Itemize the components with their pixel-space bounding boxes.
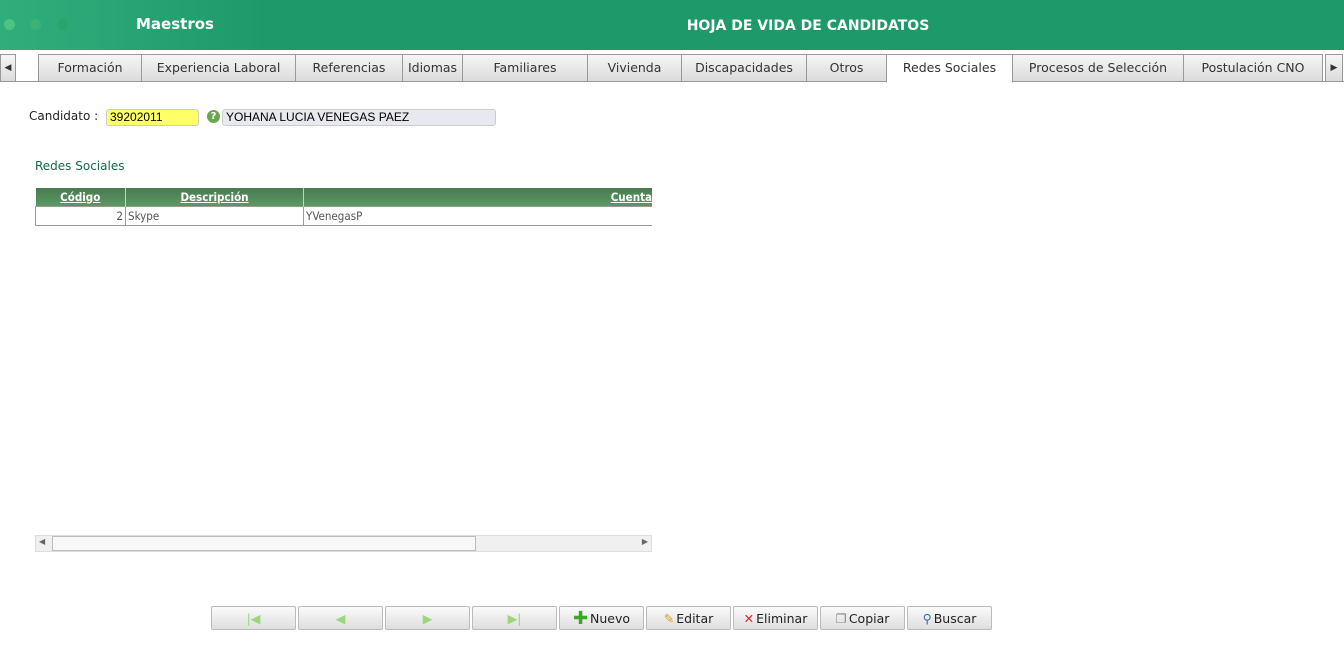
- arrow-left-icon: ◀: [335, 610, 346, 626]
- help-icon[interactable]: ?: [207, 110, 220, 123]
- tab-discapacidades[interactable]: Discapacidades: [681, 54, 807, 82]
- social-networks-table: Código Descripción Cuenta 2 Skype YVeneg…: [35, 188, 652, 226]
- tab-formacion[interactable]: Formación: [38, 54, 142, 82]
- candidate-label: Candidato :: [29, 109, 99, 123]
- tab-scroll-right-icon[interactable]: ▶: [1325, 54, 1343, 82]
- buscar-label: Buscar: [933, 610, 977, 626]
- tab-vivienda[interactable]: Vivienda: [587, 54, 682, 82]
- copiar-button[interactable]: ❐ Copiar: [820, 606, 905, 630]
- last-record-button[interactable]: ▶|: [472, 606, 557, 630]
- tab-referencias[interactable]: Referencias: [295, 54, 403, 82]
- last-icon: ▶|: [507, 610, 522, 626]
- tab-bar: ◀ Formación Experiencia Laboral Referenc…: [0, 54, 1344, 83]
- candidate-id-input[interactable]: 39202011: [106, 109, 199, 126]
- col-descripcion[interactable]: Descripción: [125, 188, 304, 206]
- next-record-button[interactable]: ▶: [385, 606, 470, 630]
- tab-scroll-left-icon[interactable]: ◀: [0, 54, 16, 82]
- buscar-button[interactable]: ⚲ Buscar: [907, 606, 992, 630]
- horizontal-scrollbar[interactable]: ◀ ▶: [35, 535, 652, 552]
- editar-button[interactable]: ✎ Editar: [646, 606, 731, 630]
- cell-cuenta: YVenegasP: [303, 205, 652, 226]
- tab-postulacion-cno[interactable]: Postulación CNO: [1183, 54, 1323, 82]
- tab-redes-sociales[interactable]: Redes Sociales: [886, 54, 1013, 83]
- window-dot: [4, 19, 15, 30]
- window-dot: [30, 19, 41, 30]
- tab-otros[interactable]: Otros: [806, 54, 887, 82]
- editar-label: Editar: [676, 610, 714, 626]
- copy-icon: ❐: [835, 610, 847, 626]
- page-title: HOJA DE VIDA DE CANDIDATOS: [686, 18, 930, 34]
- col-codigo[interactable]: Código: [35, 188, 126, 206]
- copiar-label: Copiar: [848, 610, 890, 626]
- tab-procesos-seleccion[interactable]: Procesos de Selección: [1012, 54, 1184, 82]
- header: Maestros HOJA DE VIDA DE CANDIDATOS: [0, 0, 1344, 50]
- arrow-right-icon: ▶: [422, 610, 433, 626]
- previous-record-button[interactable]: ◀: [298, 606, 383, 630]
- scrollbar-thumb[interactable]: [52, 536, 476, 551]
- col-cuenta[interactable]: Cuenta: [303, 188, 652, 206]
- section-title: Redes Sociales: [35, 159, 125, 173]
- nuevo-button[interactable]: ✚ Nuevo: [559, 606, 644, 630]
- table-row[interactable]: 2 Skype YVenegasP: [35, 205, 652, 226]
- search-icon: ⚲: [922, 610, 932, 626]
- scroll-left-icon[interactable]: ◀: [39, 537, 46, 546]
- cell-descripcion: Skype: [125, 205, 304, 226]
- tab-idiomas[interactable]: Idiomas: [402, 54, 463, 82]
- nuevo-label: Nuevo: [590, 610, 631, 626]
- scroll-right-icon[interactable]: ▶: [641, 537, 648, 546]
- tab-familiares[interactable]: Familiares: [462, 54, 588, 82]
- delete-x-icon: ✕: [743, 610, 755, 626]
- plus-icon: ✚: [572, 607, 589, 629]
- window-dot: [57, 19, 68, 30]
- eliminar-label: Eliminar: [756, 610, 808, 626]
- table-header: Código Descripción Cuenta: [35, 188, 652, 206]
- cell-codigo: 2: [35, 205, 126, 226]
- tab-experiencia-laboral[interactable]: Experiencia Laboral: [141, 54, 296, 82]
- first-record-button[interactable]: |◀: [211, 606, 296, 630]
- candidate-name-field: YOHANA LUCIA VENEGAS PAEZ: [222, 109, 496, 126]
- eliminar-button[interactable]: ✕ Eliminar: [733, 606, 818, 630]
- pencil-icon: ✎: [663, 610, 675, 626]
- first-icon: |◀: [246, 610, 261, 626]
- app-title: Maestros: [136, 15, 214, 33]
